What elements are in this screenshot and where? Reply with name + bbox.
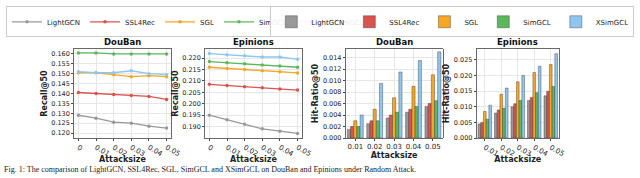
svg-text:0.125: 0.125 <box>51 119 70 127</box>
svg-text:0.01: 0.01 <box>93 144 111 159</box>
svg-text:0.03: 0.03 <box>515 144 533 159</box>
svg-text:0: 0 <box>207 144 215 153</box>
html-text:Fig. 1: The comparison of Ligh: Fig. 1: The comparison of LightGCN, SSL4… <box>4 165 417 174</box>
svg-text:0.04: 0.04 <box>277 144 295 159</box>
svg-text:0.020: 0.020 <box>454 72 473 80</box>
svg-text:0.120: 0.120 <box>51 129 70 137</box>
svg-text:0.02: 0.02 <box>367 143 383 151</box>
svg-text:SGL: SGL <box>464 19 478 27</box>
svg-text:0.150: 0.150 <box>51 70 70 78</box>
svg-text:0.135: 0.135 <box>51 100 70 108</box>
svg-text:0.006: 0.006 <box>323 100 342 108</box>
svg-text:Recall@50: Recall@50 <box>40 70 49 117</box>
svg-text:DouBan: DouBan <box>104 37 141 47</box>
svg-text:0.000: 0.000 <box>454 134 473 142</box>
svg-text:0.04: 0.04 <box>532 144 550 159</box>
svg-text:0.03: 0.03 <box>386 143 402 151</box>
svg-text:0.008: 0.008 <box>323 88 342 96</box>
svg-text:0.025: 0.025 <box>454 56 473 64</box>
svg-text:0.155: 0.155 <box>51 60 70 68</box>
svg-text:0.010: 0.010 <box>454 103 473 111</box>
svg-text:0.01: 0.01 <box>224 144 242 159</box>
svg-text:0.140: 0.140 <box>51 90 70 98</box>
svg-text:0.015: 0.015 <box>454 87 473 95</box>
svg-text:LightGCN: LightGCN <box>311 19 344 27</box>
svg-text:Hit-Ratio@50: Hit-Ratio@50 <box>442 63 451 123</box>
svg-text:SimGCL: SimGCL <box>523 19 551 27</box>
svg-text:0.215: 0.215 <box>182 66 201 74</box>
svg-text:Attacksize: Attacksize <box>230 155 277 164</box>
svg-text:0.02: 0.02 <box>111 144 129 159</box>
svg-text:0.05: 0.05 <box>548 144 566 159</box>
svg-text:Attacksize: Attacksize <box>99 155 146 164</box>
svg-text:0.01: 0.01 <box>482 144 500 159</box>
svg-text:0.205: 0.205 <box>182 89 201 97</box>
svg-text:0.195: 0.195 <box>182 111 201 119</box>
svg-text:0.03: 0.03 <box>260 144 278 159</box>
svg-text:0.130: 0.130 <box>51 110 70 118</box>
svg-text:0.210: 0.210 <box>182 77 201 85</box>
svg-text:0.04: 0.04 <box>406 143 422 151</box>
svg-text:0.002: 0.002 <box>323 123 342 131</box>
svg-text:SSL4Rec: SSL4Rec <box>389 19 419 27</box>
svg-text:0.05: 0.05 <box>425 143 441 151</box>
svg-text:0.145: 0.145 <box>51 80 70 88</box>
svg-text:0: 0 <box>76 144 84 153</box>
svg-text:0.010: 0.010 <box>323 77 342 85</box>
svg-text:0.190: 0.190 <box>182 123 201 131</box>
svg-text:XSimGCL: XSimGCL <box>596 19 628 27</box>
svg-text:Attacksize: Attacksize <box>494 155 541 164</box>
svg-text:DouBan: DouBan <box>376 37 413 47</box>
svg-text:0.02: 0.02 <box>499 144 517 159</box>
svg-text:Recall@50: Recall@50 <box>171 70 180 117</box>
svg-text:0.220: 0.220 <box>182 54 201 62</box>
svg-text:0.04: 0.04 <box>146 144 164 159</box>
svg-text:0.014: 0.014 <box>323 54 342 62</box>
svg-text:Epinions: Epinions <box>233 37 274 47</box>
svg-text:0.05: 0.05 <box>295 144 313 159</box>
svg-text:Epinions: Epinions <box>497 37 538 47</box>
svg-text:0.05: 0.05 <box>164 144 182 159</box>
svg-text:SSL4Rec: SSL4Rec <box>125 19 155 27</box>
svg-text:Attacksize: Attacksize <box>371 151 418 160</box>
svg-text:LightGCN: LightGCN <box>47 19 80 27</box>
svg-text:0.012: 0.012 <box>323 65 342 73</box>
svg-text:Hit-Ratio@50: Hit-Ratio@50 <box>311 63 320 123</box>
svg-text:0.03: 0.03 <box>129 144 147 159</box>
svg-text:0.005: 0.005 <box>454 119 473 127</box>
svg-text:0.004: 0.004 <box>323 111 342 119</box>
svg-text:0.02: 0.02 <box>242 144 260 159</box>
svg-text:0.000: 0.000 <box>323 134 342 142</box>
svg-text:0.200: 0.200 <box>182 100 201 108</box>
svg-text:0.160: 0.160 <box>51 50 70 58</box>
svg-text:0.01: 0.01 <box>348 143 364 151</box>
svg-text:SGL: SGL <box>200 19 214 27</box>
